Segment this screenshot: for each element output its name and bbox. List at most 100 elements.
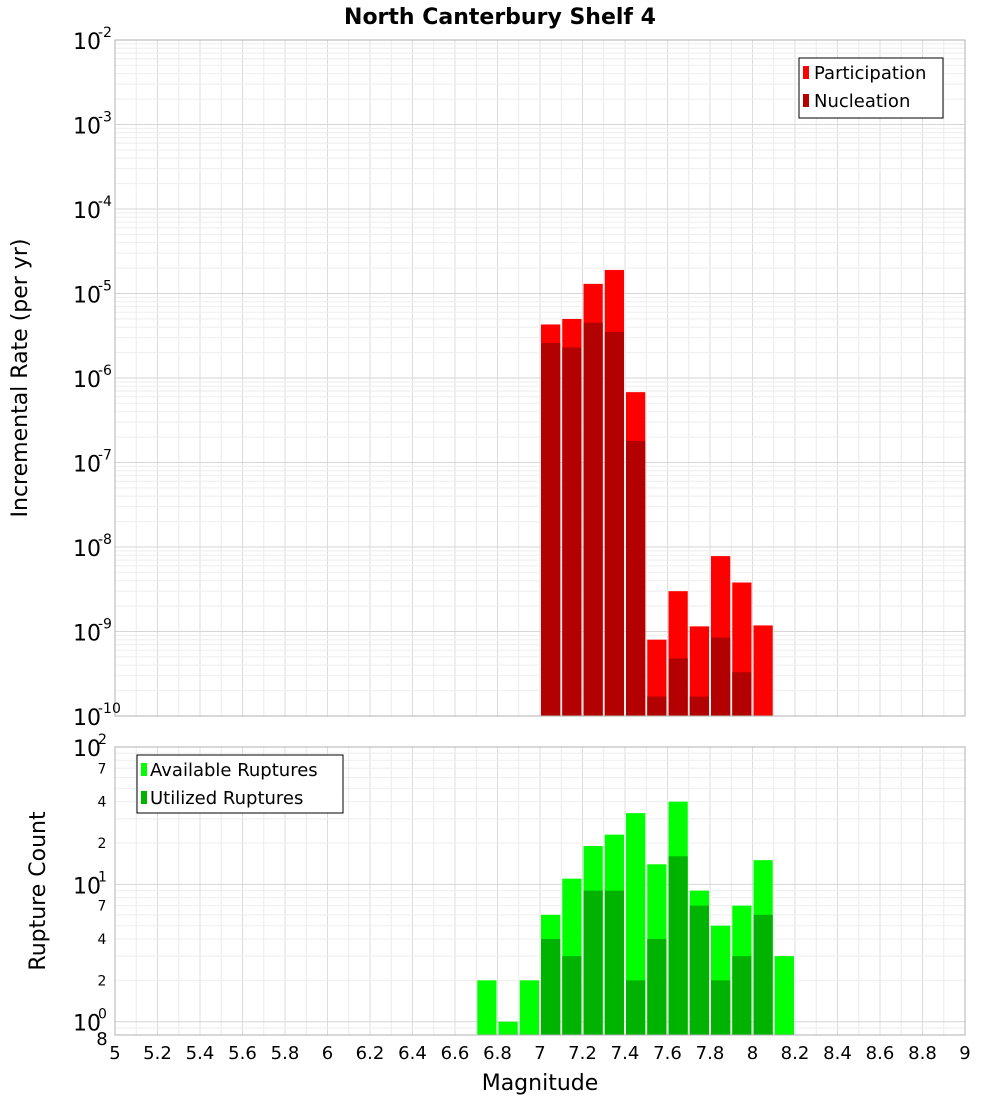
participation-legend-swatch	[803, 66, 809, 79]
nucleation-bar	[711, 637, 731, 716]
utilized-ruptures-bar	[604, 890, 624, 1035]
top-y-tick-label: 10-10	[73, 701, 121, 731]
x-axis-label: Magnitude	[482, 1071, 599, 1096]
available-ruptures-bar	[774, 956, 794, 1035]
top-y-tick-exp: -4	[98, 194, 112, 210]
bottom-y-minor-tick-label: 2	[98, 836, 107, 852]
utilized-ruptures-bar	[583, 890, 603, 1035]
nucleation-bar	[583, 322, 603, 716]
top-y-tick-exp: -9	[98, 617, 112, 633]
top-y-tick-exp: -3	[98, 110, 112, 126]
top-y-tick-base: 10	[73, 706, 101, 731]
top-y-tick-base: 10	[73, 622, 101, 647]
top-y-tick-label: 10-4	[73, 194, 112, 224]
top-legend: Participation Nucleation	[798, 57, 944, 119]
top-y-tick-exp: -5	[98, 279, 112, 295]
utilized-ruptures-bar	[626, 980, 646, 1035]
x-tick-label: 8	[747, 1043, 758, 1064]
available-ruptures-bar	[519, 980, 539, 1035]
x-tick-label: 6	[322, 1043, 333, 1064]
nucleation-legend-label: Nucleation	[814, 91, 910, 112]
bottom-y-tick-label: 101	[73, 869, 107, 899]
bottom-y-tick-label: 100	[73, 1007, 107, 1037]
top-y-tick-label: 10-8	[73, 532, 112, 562]
nucleation-bar	[626, 440, 646, 716]
bottom-y-tick-exp: 1	[98, 869, 107, 885]
top-y-tick-label: 10-5	[73, 279, 112, 309]
utilized-ruptures-bar	[711, 980, 731, 1035]
x-tick-label: 5	[109, 1043, 120, 1064]
top-y-tick-label: 10-2	[73, 25, 112, 55]
participation-legend-label: Participation	[814, 63, 926, 84]
utilized-ruptures-legend-label: Utilized Ruptures	[150, 788, 303, 809]
bottom-y-minor-tick-label: 4	[98, 795, 107, 811]
nucleation-bar	[689, 696, 709, 716]
x-tick-label: 8.2	[781, 1043, 810, 1064]
nucleation-bar	[541, 342, 561, 716]
available-ruptures-bar	[498, 1021, 518, 1035]
x-tick-label: 6.8	[483, 1043, 512, 1064]
top-y-tick-label: 10-3	[73, 110, 112, 140]
x-tick-label: 7.4	[611, 1043, 640, 1064]
top-y-tick-base: 10	[73, 537, 101, 562]
bottom-y-tick-base: 10	[73, 874, 101, 899]
x-tick-label: 5.4	[186, 1043, 215, 1064]
x-tick-label: 6.2	[356, 1043, 385, 1064]
utilized-ruptures-bar	[647, 939, 667, 1035]
participation-bar	[753, 625, 773, 716]
available-ruptures-legend-label: Available Ruptures	[150, 760, 318, 781]
top-y-tick-base: 10	[73, 284, 101, 309]
nucleation-bar	[732, 672, 752, 716]
top-y-tick-label: 10-6	[73, 363, 112, 393]
top-y-axis-label: Incremental Rate (per yr)	[8, 239, 33, 518]
utilized-ruptures-bar	[668, 856, 688, 1035]
utilized-ruptures-bar	[689, 905, 709, 1035]
x-tick-label: 5.6	[228, 1043, 257, 1064]
nucleation-bar	[668, 658, 688, 716]
utilized-ruptures-legend-swatch	[141, 791, 147, 804]
x-tick-label: 5.2	[143, 1043, 172, 1064]
bottom-y-minor-tick-label: 4	[98, 932, 107, 948]
top-y-tick-label: 10-7	[73, 448, 112, 478]
utilized-ruptures-bar	[732, 956, 752, 1035]
x-tick-label: 8.4	[823, 1043, 852, 1064]
x-tick-label: 7.6	[653, 1043, 682, 1064]
available-ruptures-legend-swatch	[141, 763, 147, 776]
chart-title: North Canterbury Shelf 4	[344, 5, 656, 30]
bottom-y-tick-base: 10	[73, 1012, 101, 1037]
utilized-ruptures-bar	[541, 939, 561, 1035]
top-y-tick-exp: -8	[98, 532, 112, 548]
available-ruptures-bar	[477, 980, 497, 1035]
top-y-tick-base: 10	[73, 368, 101, 393]
x-tick-label: 8.6	[866, 1043, 895, 1064]
top-plot-border	[114, 39, 966, 717]
top-y-tick-label: 10-9	[73, 617, 112, 647]
x-tick-label: 7.2	[568, 1043, 597, 1064]
top-y-tick-base: 10	[73, 30, 101, 55]
available-ruptures-bar	[626, 813, 646, 1035]
bottom-y-tick-base: 10	[73, 737, 101, 762]
x-tick-label: 5.8	[271, 1043, 300, 1064]
bottom-y-tick-label: 102	[73, 732, 107, 762]
top-y-tick-exp: -7	[98, 448, 112, 464]
bottom-legend: Available Ruptures Utilized Ruptures	[136, 754, 344, 814]
bottom-y-minor-tick-label: 2	[98, 973, 107, 989]
utilized-ruptures-bar	[562, 956, 582, 1035]
nucleation-bar	[562, 347, 582, 716]
bottom-y-minor-tick-label: 7	[98, 899, 107, 915]
bottom-y-minor-tick-label: 8	[96, 1029, 107, 1050]
nucleation-bar	[604, 332, 624, 716]
bottom-y-minor-tick-label: 7	[98, 761, 107, 777]
x-tick-label: 7.8	[696, 1043, 725, 1064]
top-y-tick-base: 10	[73, 199, 101, 224]
bottom-y-tick-exp: 0	[98, 1007, 107, 1023]
top-legend-box	[798, 57, 944, 119]
top-y-tick-exp: -6	[98, 363, 112, 379]
top-y-tick-base: 10	[73, 115, 101, 140]
nucleation-legend-swatch	[803, 94, 809, 107]
top-y-tick-exp: -10	[98, 701, 121, 717]
x-tick-label: 7	[534, 1043, 545, 1064]
x-tick-label: 6.6	[441, 1043, 470, 1064]
utilized-ruptures-bar	[753, 914, 773, 1035]
